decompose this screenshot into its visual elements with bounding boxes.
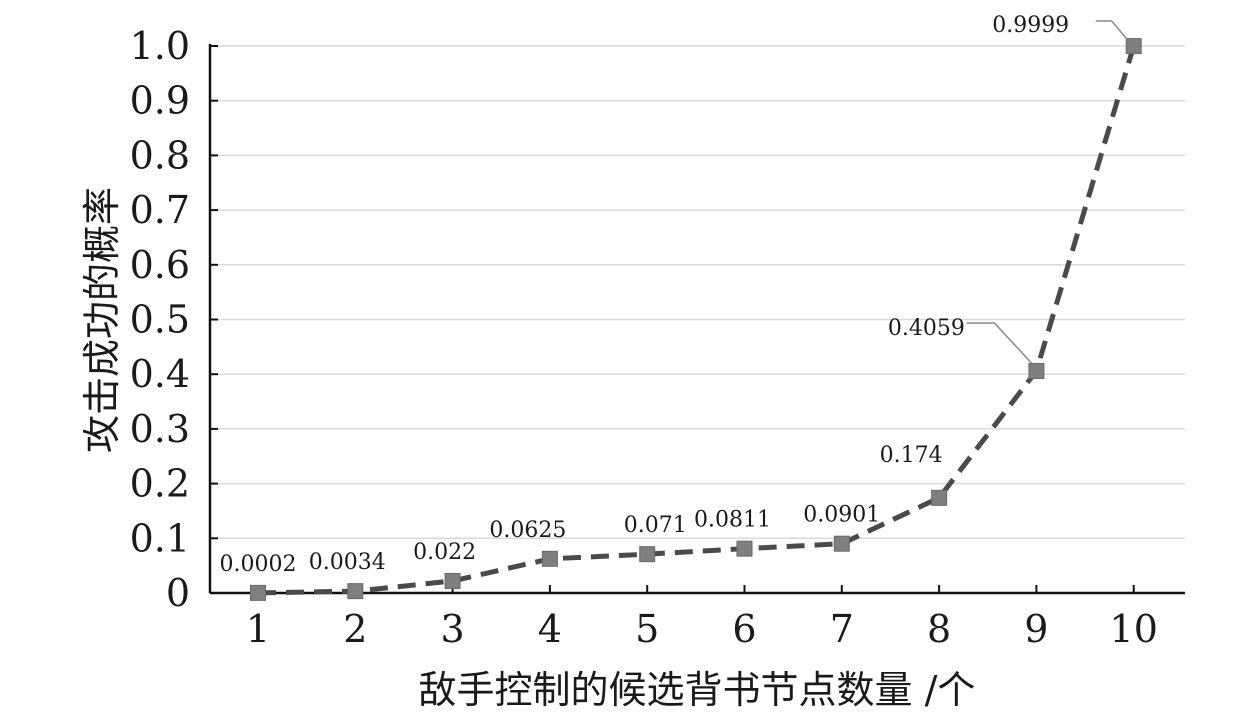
x-tick-label-1: 2 [343, 607, 367, 651]
x-tick-label-2: 3 [441, 607, 465, 651]
y-tick-label-7: 0.7 [130, 188, 190, 232]
data-label-2: 0.0034 [309, 550, 386, 575]
data-point-1 [250, 584, 266, 601]
y-tick-label-9: 0.9 [130, 79, 190, 123]
x-tick-label-5: 6 [732, 607, 756, 651]
y-tick-label-8: 0.8 [130, 133, 190, 177]
y-tick-label-2: 0.2 [130, 462, 190, 506]
gridlines [210, 45, 1185, 540]
data-label-10: 0.9999 [992, 13, 1069, 38]
data-point-5 [639, 546, 656, 563]
x-tick-label-3: 4 [538, 607, 562, 651]
x-tick-label-9: 10 [1110, 607, 1158, 651]
data-point-3 [444, 572, 461, 589]
data-point-4 [541, 550, 558, 567]
data-label-1: 0.0002 [220, 552, 297, 577]
data-point-8 [931, 489, 948, 506]
y-tick-label-0: 0 [166, 571, 190, 615]
x-axis-title: 敌手控制的候选背书节点数量 /个 [419, 668, 976, 712]
x-tick-label-0: 1 [246, 607, 270, 651]
data-label-7: 0.0901 [803, 503, 880, 528]
y-tick-label-6: 0.6 [130, 243, 190, 287]
data-point-10 [1125, 38, 1142, 55]
y-tick-label-4: 0.4 [130, 352, 190, 396]
data-label-3: 0.022 [413, 540, 476, 565]
x-tick-label-4: 5 [635, 607, 659, 651]
data-point-7 [833, 535, 850, 552]
y-tick-label-5: 0.5 [130, 298, 190, 342]
data-label-4: 0.0625 [489, 518, 566, 543]
data-label-9: 0.4059 [888, 316, 965, 341]
y-tick-label-1: 0.1 [130, 516, 190, 560]
data-labels: 0.0002 0.0034 0.022 0.0625 0.071 0.0811 0.0901… [220, 13, 1129, 577]
series-line [257, 45, 1137, 596]
data-label-8: 0.174 [880, 443, 943, 468]
data-point-2 [347, 583, 364, 600]
data-point-9 [1028, 362, 1045, 379]
data-label-5: 0.071 [624, 513, 687, 538]
leader-line-10 [1095, 20, 1129, 41]
data-label-6: 0.0811 [694, 508, 771, 533]
leader-line-9 [966, 322, 1032, 364]
data-point-6 [736, 540, 753, 557]
y-axis-title: 攻击成功的概率 [80, 187, 124, 453]
y-tick-label-10: 1.0 [130, 24, 190, 68]
x-tick-label-8: 9 [1024, 607, 1048, 651]
axes: 0 0.1 0.2 0.3 0.4 0.5 0.6 0.7 0.8 0.9 1.0 1 2 3 4 5 6 7 8 9… [130, 24, 1185, 651]
y-tick-label-3: 0.3 [130, 407, 190, 451]
x-tick-label-7: 8 [927, 607, 951, 651]
series [250, 38, 1142, 601]
x-tick-label-6: 7 [830, 607, 854, 651]
